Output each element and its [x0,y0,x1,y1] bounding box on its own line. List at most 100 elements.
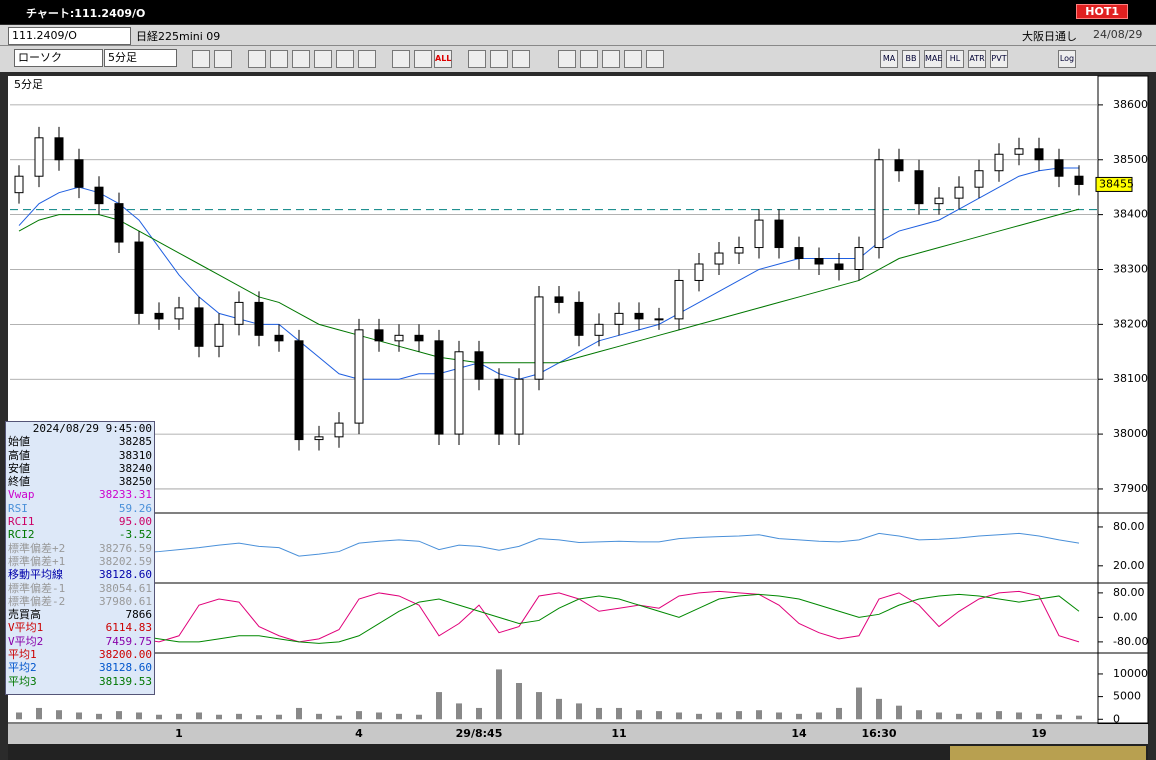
volume-bar [1016,712,1022,720]
tool-icon[interactable] [490,50,508,68]
volume-bar [456,703,462,720]
candle-body [34,137,44,177]
volume-bar [956,713,962,720]
symbol-box[interactable]: 111.2409/O [8,27,131,45]
tool-icon[interactable] [392,50,410,68]
candle-body [614,312,624,325]
info-label: 平均1 [8,648,37,662]
x-tick-label: 11 [611,727,626,740]
info-value: -3.52 [118,528,152,542]
volume-bar [656,711,662,720]
candle-body [554,296,564,303]
x-tick-label: 14 [791,727,807,740]
candle-body [874,159,884,249]
info-label: 安値 [8,461,30,475]
candle-body [234,301,244,325]
y-tick-label: 38200 [1113,317,1148,330]
y-tick-label: 38400 [1113,208,1148,221]
symbol-name: 日経225mini 09 [136,30,221,43]
info-row: 標準偏差-1 38054.61 [6,582,154,595]
info-label: 平均2 [8,661,37,675]
candle-body [274,334,284,342]
info-row: RSI 59.26 [6,502,154,515]
axis-bg [1097,75,1149,725]
candle-body [154,312,164,320]
candle-body [14,175,24,194]
candle-body [954,186,964,199]
tool-icon[interactable] [248,50,266,68]
info-value: 38128.60 [99,568,152,582]
info-value: 59.26 [118,501,152,515]
last-price-box [1095,176,1133,192]
candle-body [54,137,64,161]
interval-select[interactable]: 5分足 [104,49,177,67]
y-tick-label: 38500 [1113,153,1148,166]
tool-icon[interactable] [646,50,664,68]
tool-icon[interactable] [468,50,486,68]
volume-bar [636,710,642,720]
tool-icon[interactable] [292,50,310,68]
volume-bar [496,669,502,720]
all-button[interactable]: ALL [434,50,452,68]
candle-body [834,263,844,270]
info-value: 38240 [118,461,152,475]
volume-bar [756,710,762,720]
tool-icon[interactable] [414,50,432,68]
volume-bar [396,713,402,720]
y-tick-label: 80.00 [1113,586,1145,599]
y-tick-label: 0 [1113,712,1120,725]
info-label: 始値 [8,435,30,449]
info-label: V平均2 [8,634,44,648]
indicator-button[interactable]: MA [880,50,898,68]
chart-kind-select[interactable]: ローソク [14,49,103,67]
info-panel: 2024/08/29 9:45:00 始値 38285 高値 38310 安値 38240 終… [5,421,155,695]
indicator-button[interactable]: PVT [990,50,1008,68]
y-tick-label: 80.00 [1113,520,1145,533]
info-row: 平均2 38128.60 [6,661,154,674]
candle-body [134,241,144,314]
indicator-button[interactable]: HL [946,50,964,68]
volume-bar [536,692,542,720]
candle-body [734,247,744,254]
indicator-button[interactable]: Log [1058,50,1076,68]
toolbar-row2: ローソク 5分足 ALL MA BB MAE HL ATR PVT Log [0,46,1156,72]
candle-body [794,247,804,260]
indicator-button[interactable]: MAE [924,50,942,68]
volume-bar [556,698,562,720]
candle-body [474,351,484,380]
tool-icon[interactable] [624,50,642,68]
indicator-button[interactable]: BB [902,50,920,68]
tool-icon[interactable] [558,50,576,68]
volume-bar [236,713,242,720]
volume-bar [476,707,482,720]
tool-icon[interactable] [580,50,598,68]
line [18,593,1080,644]
info-value: 38200.00 [99,648,152,662]
hot-badge[interactable]: HOT1 [1076,4,1128,19]
tool-icon[interactable] [214,50,232,68]
candle-body [1074,175,1084,185]
tool-icon[interactable] [192,50,210,68]
panel-label: 5分足 [14,78,43,91]
tool-icon[interactable] [512,50,530,68]
indicator-button[interactable]: ATR [968,50,986,68]
tool-icon[interactable] [602,50,620,68]
last-price: 38455 [1099,177,1134,190]
scroll-thumb[interactable] [950,746,1146,760]
candle-body [114,203,124,243]
volume-bar [736,711,742,720]
volume-bar [676,712,682,720]
volume-bar [696,713,702,720]
volume-bar [156,714,162,720]
tool-icon[interactable] [358,50,376,68]
tool-icon[interactable] [270,50,288,68]
volume-bar [896,705,902,720]
tool-icon[interactable] [336,50,354,68]
line [18,590,1080,643]
info-label: 高値 [8,448,30,462]
info-label: 売買高 [8,608,41,622]
tool-icon[interactable] [314,50,332,68]
info-row: RCI2 -3.52 [6,528,154,541]
